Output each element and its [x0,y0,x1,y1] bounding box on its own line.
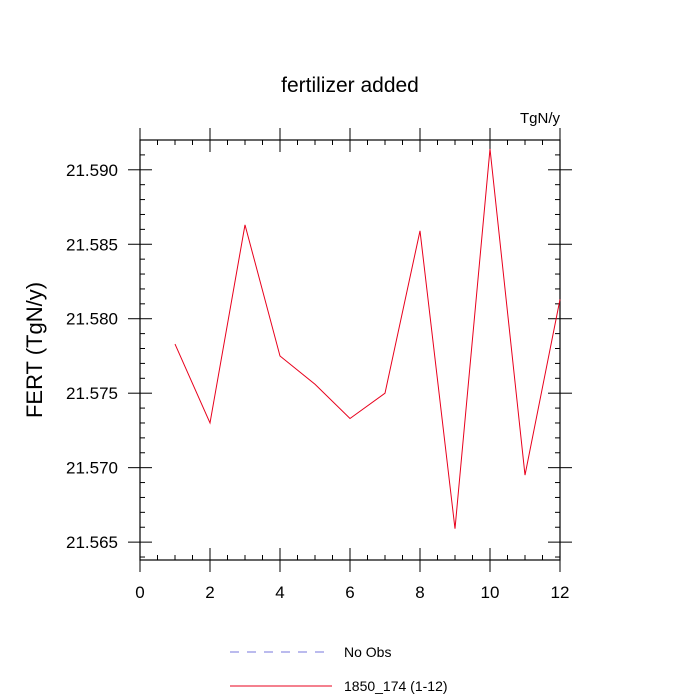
legend: No Obs 1850_174 (1-12) [230,644,448,694]
x-tick-label: 6 [345,583,354,602]
x-ticks: 0 2 4 6 8 10 12 [135,128,569,602]
series-line [174,148,561,529]
legend-label: 1850_174 (1-12) [344,678,448,694]
y-tick-label: 21.565 [66,533,118,552]
x-tick-label: 2 [205,583,214,602]
legend-label: No Obs [344,644,391,660]
x-tick-label: 12 [551,583,570,602]
y-tick-label: 21.590 [66,161,118,180]
y-tick-label: 21.575 [66,384,118,403]
units-label: TgN/y [520,110,561,127]
series-layer [174,148,561,529]
y-tick-label: 21.570 [66,459,118,478]
x-tick-label: 4 [275,583,284,602]
y-ticks: 21.565 21.570 21.575 21.580 21.585 21.590 [66,139,572,558]
chart-title: fertilizer added [281,74,419,97]
y-tick-label: 21.585 [66,235,118,254]
x-tick-label: 10 [481,583,500,602]
y-axis-label: FERT (TgN/y) [22,282,47,418]
x-tick-label: 0 [135,583,144,602]
plot-frame [139,139,561,561]
x-tick-label: 8 [415,583,424,602]
y-tick-label: 21.580 [66,310,118,329]
